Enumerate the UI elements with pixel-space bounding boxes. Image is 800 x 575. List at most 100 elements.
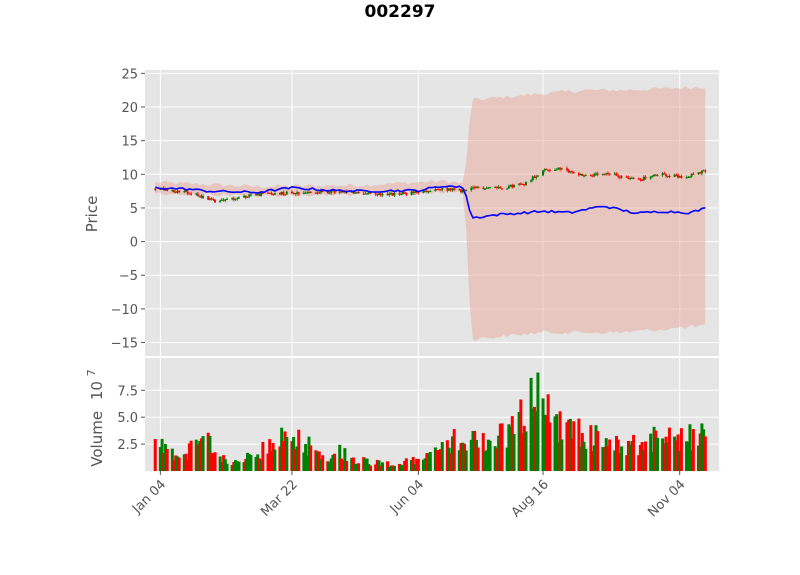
volume-bar: [172, 460, 176, 471]
chart-title: 002297: [365, 2, 436, 22]
candle-body: [273, 192, 276, 195]
candle-body: [340, 191, 343, 193]
volume-bar: [338, 444, 342, 471]
candle-body: [280, 191, 283, 195]
candle-body: [412, 191, 415, 193]
volume-y-ticks: 2.5 5.0 7.5: [117, 384, 145, 453]
volume-bar: [433, 447, 437, 471]
candle-body: [688, 176, 691, 178]
candle-body: [330, 190, 333, 194]
volume-bar: [254, 456, 258, 471]
volume-bar: [522, 425, 526, 471]
candle-body: [261, 192, 264, 194]
price-y-tick-label: 15: [121, 135, 138, 150]
candle-body: [460, 189, 463, 193]
volume-bar: [304, 444, 308, 471]
volume-bar: [230, 464, 234, 471]
volume-bar: [488, 440, 492, 471]
candle-body: [231, 198, 234, 200]
volume-bar: [626, 440, 630, 471]
candle-body: [685, 177, 688, 179]
candle-body: [386, 193, 389, 196]
volume-bar: [309, 445, 313, 471]
candle-body: [601, 173, 604, 175]
volume-bar: [536, 372, 540, 471]
candle-body: [256, 193, 259, 195]
candle-body: [495, 187, 498, 189]
volume-bar: [500, 423, 504, 471]
candle-body: [410, 191, 413, 196]
volume-bar: [247, 454, 251, 471]
candle-body: [200, 195, 203, 198]
candle-body: [666, 175, 669, 177]
price-y-tick-label: 0: [130, 236, 138, 251]
candle-body: [202, 196, 205, 198]
volume-bar: [292, 436, 296, 471]
volume-bar: [293, 448, 297, 471]
volume-bar: [242, 462, 246, 471]
volume-bar: [302, 452, 306, 471]
candle-body: [326, 191, 329, 194]
candle-body: [644, 176, 647, 179]
candle-body: [472, 187, 474, 189]
candle-body: [620, 176, 623, 178]
candle-body: [417, 192, 420, 194]
candle-body: [214, 199, 217, 203]
volume-bar: [632, 434, 636, 471]
candle-body: [405, 192, 408, 196]
candle-body: [220, 199, 223, 201]
volume-bar: [404, 458, 408, 471]
candle-body: [458, 189, 461, 191]
volume-bar: [411, 456, 415, 471]
volume-y-axis-label: Volume 10 7: [85, 369, 106, 466]
candle-body: [487, 187, 490, 189]
candle-body: [692, 173, 695, 175]
candle-body: [606, 173, 609, 175]
volume-bar: [531, 408, 535, 471]
volume-bar: [616, 439, 620, 471]
candle-body: [272, 193, 275, 195]
volume-bar: [160, 438, 164, 471]
candle-body: [390, 193, 392, 195]
candle-body: [531, 176, 534, 181]
volume-bar: [485, 450, 489, 471]
volume-bar: [351, 457, 355, 471]
price-grid: [145, 70, 719, 356]
candle-body: [290, 191, 293, 194]
volume-bar: [473, 430, 477, 471]
candle-body: [697, 172, 700, 175]
candle-body: [700, 170, 703, 174]
candle-body: [186, 191, 189, 194]
volume-y-tick-label: 7.5: [117, 384, 138, 399]
candle-body: [593, 173, 596, 177]
candle-body: [268, 192, 271, 194]
volume-bar: [182, 454, 186, 471]
volume-bar: [271, 442, 275, 471]
volume-bar: [591, 451, 595, 471]
candle-body: [677, 174, 679, 178]
volume-bar: [608, 439, 612, 471]
volume-bar: [461, 442, 465, 471]
candle-body: [482, 187, 485, 189]
candle-body: [690, 173, 693, 177]
candle-body: [333, 190, 336, 193]
volume-bar: [638, 444, 642, 471]
volume-bar: [198, 441, 202, 471]
volume-bar: [328, 461, 331, 471]
volume-bar: [285, 436, 289, 471]
volume-bar: [703, 436, 707, 471]
volume-bar: [541, 398, 545, 471]
candle-body: [618, 176, 621, 178]
candle-body: [547, 169, 550, 171]
candle-body: [284, 194, 287, 196]
volume-y-tick-label: 2.5: [117, 438, 138, 453]
volume-bar: [678, 450, 682, 471]
candle-body: [678, 176, 681, 178]
candle-body: [379, 193, 382, 196]
volume-bar: [367, 464, 371, 471]
candle-body: [278, 192, 281, 195]
volume-bar: [268, 439, 272, 471]
volume-bar: [295, 446, 299, 471]
candle-body: [427, 191, 430, 193]
